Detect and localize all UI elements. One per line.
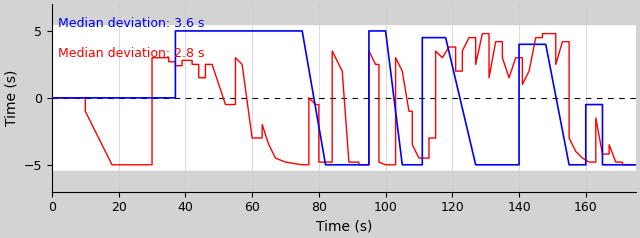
Y-axis label: Time (s): Time (s) [4, 70, 18, 126]
Text: Median deviation: 2.8 s: Median deviation: 2.8 s [58, 47, 204, 60]
Bar [52, 0, 636, 24]
X-axis label: Time (s): Time (s) [316, 220, 372, 234]
Bar [52, 171, 636, 205]
Text: Median deviation: 3.6 s: Median deviation: 3.6 s [58, 17, 204, 30]
